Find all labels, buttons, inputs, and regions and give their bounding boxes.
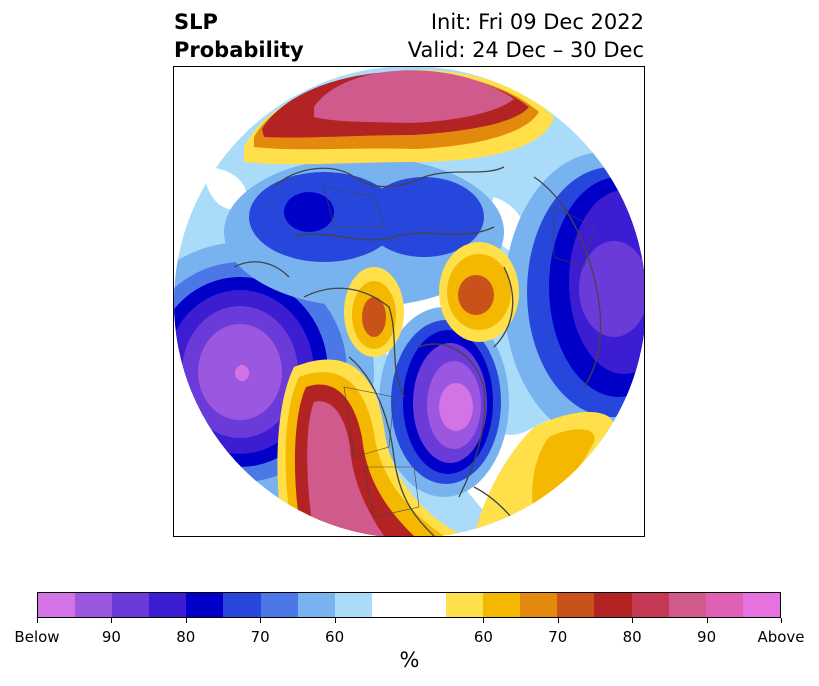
title-variable: SLP	[174, 10, 218, 34]
europe-anomaly	[579, 241, 644, 337]
colorbar-tick-label: 90	[697, 628, 717, 646]
colorbar-segment	[742, 593, 780, 617]
colorbar-tick-label: 70	[250, 628, 270, 646]
alaska-anomaly	[362, 297, 386, 337]
colorbar-tick-mark	[483, 618, 485, 623]
colorbar-tick-mark	[781, 618, 782, 623]
colorbar-tick-mark	[706, 618, 708, 623]
colorbar-segment	[371, 593, 447, 617]
colorbar-tick-mark	[557, 618, 559, 623]
colorbar-tick-mark	[111, 618, 113, 623]
canada-anomaly	[439, 383, 473, 431]
west-na-anomaly	[307, 401, 384, 536]
siberia-anomaly	[284, 192, 334, 232]
valid-range: Valid: 24 Dec – 30 Dec	[407, 38, 644, 62]
colorbar-tick-label: Below	[14, 628, 60, 646]
map-frame	[173, 66, 645, 537]
pacific-anomaly	[235, 365, 249, 381]
colorbar-ticks: Below 90 80 70 60 60 70 80 90 Above	[14, 618, 805, 648]
colorbar-segment	[483, 593, 521, 617]
colorbar-segment	[149, 593, 187, 617]
colorbar-unit: %	[399, 648, 420, 672]
colorbar-segment	[186, 593, 224, 617]
colorbar-segment	[557, 593, 595, 617]
borders	[323, 186, 595, 518]
colorbar-segment	[334, 593, 372, 617]
title-right: Init: Fri 09 Dec 2022 Valid: 24 Dec – 30…	[408, 8, 644, 64]
colorbar-tick-label: 80	[176, 628, 196, 646]
init-date: Init: Fri 09 Dec 2022	[430, 10, 644, 34]
colorbar-tick-mark	[260, 618, 262, 623]
colorbar-segment	[446, 593, 484, 617]
colorbar-segment	[705, 593, 743, 617]
colorbar-tick-label: 60	[473, 628, 493, 646]
title-product: Probability	[174, 38, 304, 62]
colorbar-segment	[520, 593, 558, 617]
kara-anomaly	[458, 275, 494, 315]
colorbar-tick-label: Above	[757, 628, 805, 646]
coastlines	[233, 166, 602, 536]
colorbar-segment	[668, 593, 706, 617]
colorbar-tick-mark	[37, 618, 38, 623]
colorbar-tick-label: 80	[622, 628, 642, 646]
colorbar	[37, 592, 781, 618]
colorbar-segment	[297, 593, 335, 617]
colorbar-segment	[38, 593, 76, 617]
colorbar-segment	[631, 593, 669, 617]
colorbar-tick-mark	[334, 618, 336, 623]
colorbar-segment	[223, 593, 261, 617]
neutral-zone	[204, 167, 247, 210]
colorbar-tick-label: 70	[548, 628, 568, 646]
colorbar-segment	[75, 593, 113, 617]
title-left: SLP Probability	[174, 8, 304, 64]
colorbar-segment	[260, 593, 298, 617]
colorbar-tick-mark	[185, 618, 187, 623]
colorbar-segment	[112, 593, 150, 617]
probability-map	[174, 67, 644, 536]
arctic-anomaly	[314, 70, 514, 123]
colorbar-tick-label: 90	[101, 628, 121, 646]
colorbar-tick-label: 60	[325, 628, 345, 646]
colorbar-tick-mark	[632, 618, 634, 623]
colorbar-segment	[594, 593, 632, 617]
